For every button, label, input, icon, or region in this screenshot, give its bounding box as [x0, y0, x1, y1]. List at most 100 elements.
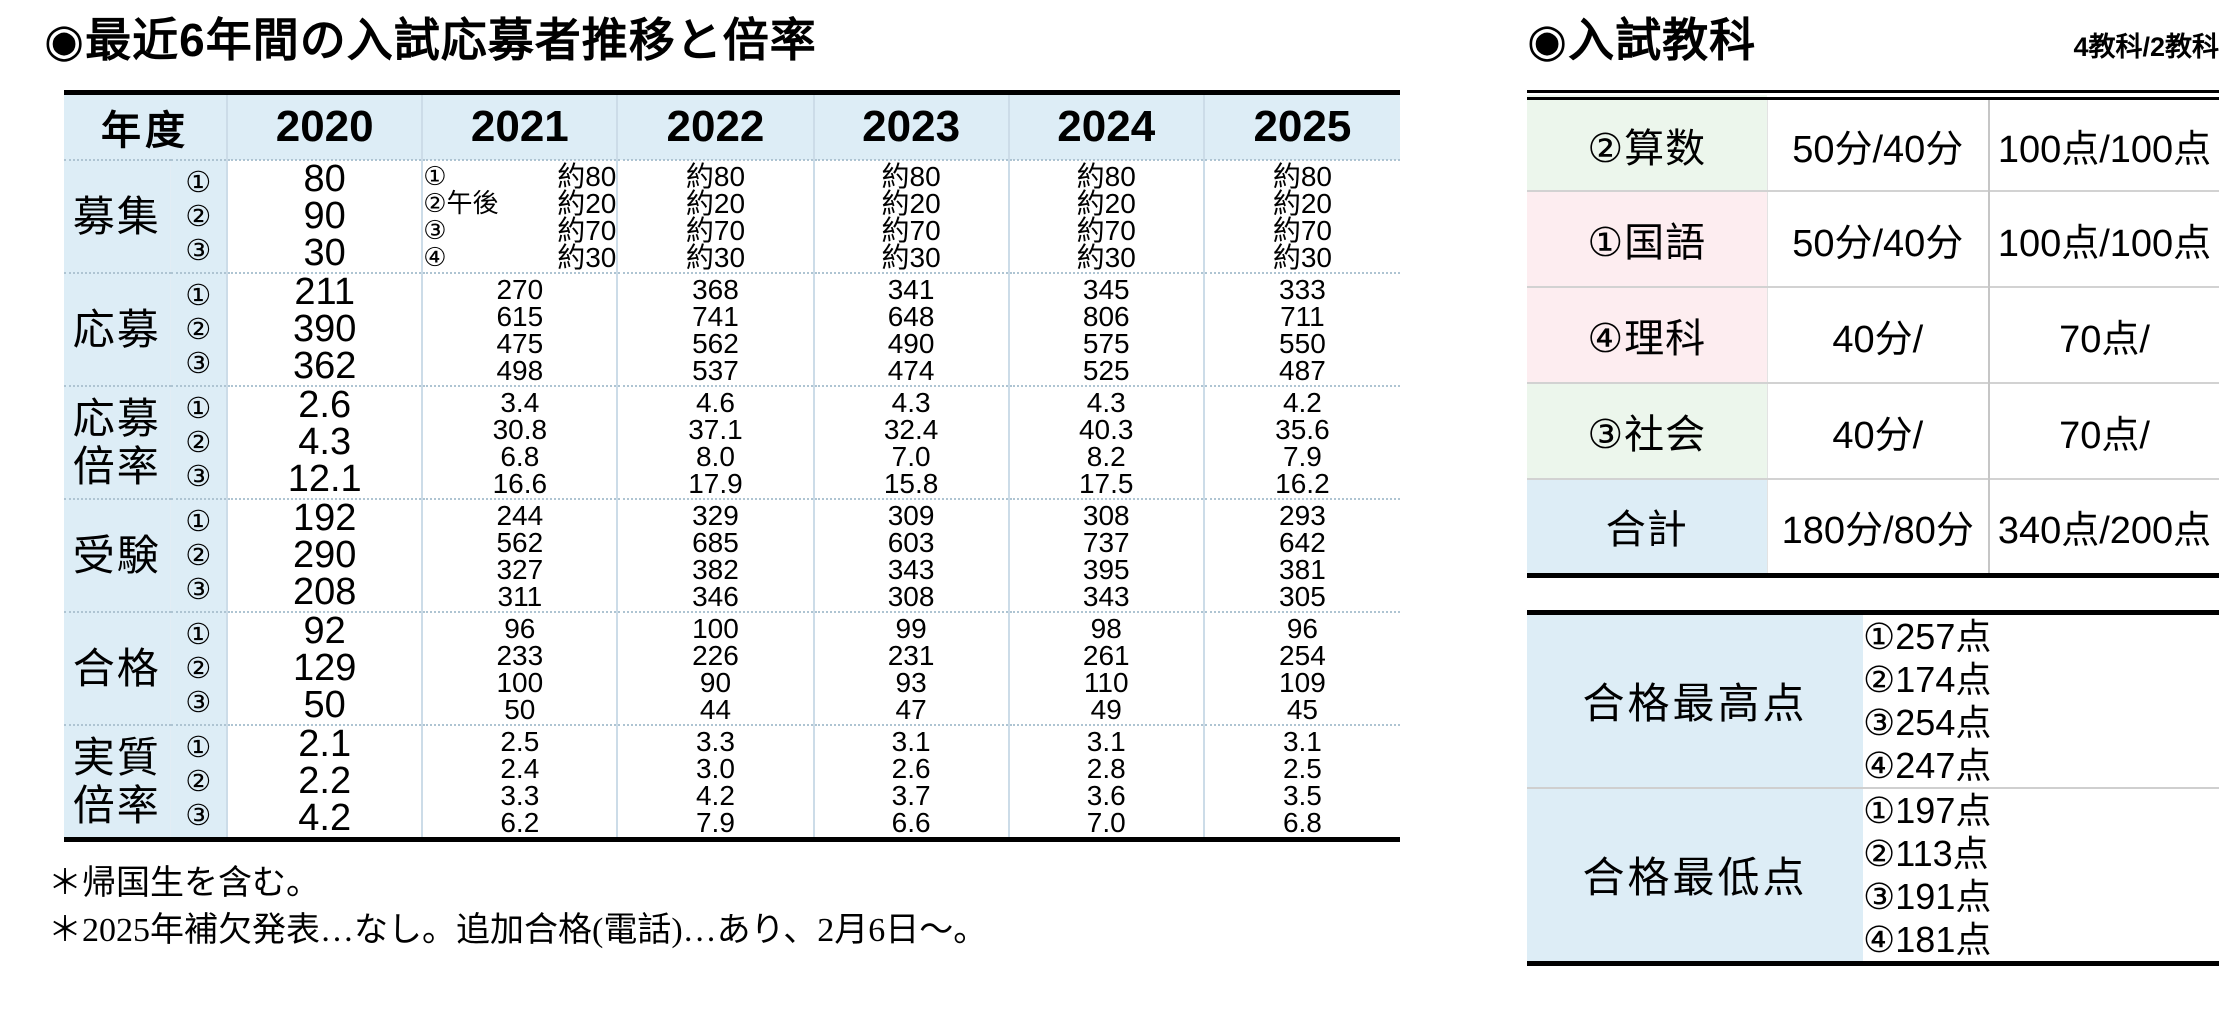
value-line: 562 [692, 327, 739, 359]
value-line: 498 [496, 354, 544, 386]
value-line: 7.0 [1086, 806, 1126, 838]
value-line: 45 [1286, 693, 1318, 725]
value-cell: 192 290 208 [226, 498, 423, 612]
subject-time: 50分/40分 [1766, 190, 1989, 287]
circled-number: ③ [185, 460, 212, 493]
value-line: 約80 [1272, 160, 1332, 192]
subject-time: 50分/40分 [1766, 95, 1989, 191]
subject-points: 70点/ [1988, 382, 2219, 479]
admissions-section: ◉最近6年間の入試応募者推移と倍率 年度 2020 2021 2022 2023 2024… [44, 4, 1404, 954]
value-line: 47 [895, 693, 927, 725]
value-cell: 100 226 90 44 [616, 611, 814, 725]
subject-row: ②算数 50分/40分 100点/100点 [1527, 95, 2219, 191]
value-line: 362 [292, 345, 357, 387]
value-line: 290 [292, 534, 357, 576]
value-cell: 3.4 30.8 6.8 16.6 [421, 385, 618, 499]
value-cell: 293 642 381 305 [1202, 498, 1400, 612]
value-line: 615 [496, 300, 544, 332]
value-line: 341 [887, 273, 935, 305]
admissions-section-title: ◉最近6年間の入試応募者推移と倍率 [44, 14, 817, 66]
value-cell: 80 90 30 [226, 159, 423, 273]
value-line: 6.6 [891, 806, 931, 838]
value-line: 737 [1082, 526, 1130, 558]
score-row: 合格最低点 ①197点 ②113点 ③191点 ④181点 [1527, 786, 2219, 963]
score-value-line: ④247点 [1863, 744, 1992, 786]
value-line: 3.0 [695, 752, 735, 784]
value-line: 4.3 [891, 386, 931, 418]
subject-points: 70点/ [1988, 286, 2219, 383]
value-line: ① 約80 [423, 162, 616, 190]
value-cell: ① 約80 ②午後 約20 ③ 約70 ④ 約30 [421, 159, 618, 273]
value-line: 93 [895, 666, 927, 698]
value-line: 3.5 [1282, 779, 1322, 811]
value-cell: 4.6 37.1 8.0 17.9 [616, 385, 814, 499]
value-line: 約20 [685, 187, 746, 219]
value-line: 475 [496, 327, 544, 359]
value: 約70 [557, 214, 617, 246]
circled-number: ① [185, 618, 212, 651]
value-line: 381 [1279, 553, 1326, 585]
value-line: 96 [504, 612, 536, 644]
value-line: 311 [497, 580, 543, 612]
row-label-line: 応募 [72, 305, 161, 353]
value-line: 3.3 [500, 779, 540, 811]
year-cell: 2020 [226, 92, 423, 160]
score-value-line: ③254点 [1863, 701, 1992, 743]
value-line: 4.2 [298, 797, 352, 839]
value-cell: 333 711 550 487 [1202, 272, 1400, 386]
exam-subjects-section: ◉入試教科 4教科/2教科 ②算数 50分/40分 100点/100点 ①国語 50分/… [1527, 4, 2219, 966]
value-cell: 3.1 2.8 3.6 7.0 [1007, 724, 1204, 840]
value-cell: 341 648 490 474 [812, 272, 1009, 386]
year-cell: 2021 [421, 92, 618, 160]
value-line: 16.6 [492, 467, 548, 499]
table-row: 募集 ① ② ③ 80 90 30 ① 約80 ②午後 約20 ③ 約70 ④ 約30 約80 約20 約70 約3… [64, 159, 1400, 273]
value-line: 約70 [881, 214, 941, 246]
value-cell: 4.3 32.4 7.0 15.8 [812, 385, 1009, 499]
circled-number: ③ [185, 686, 212, 719]
value-line: 4.2 [1282, 386, 1322, 418]
circled-number: ④ [423, 241, 447, 272]
circled-number: ③ [423, 214, 447, 245]
value-cell: 98 261 110 49 [1007, 611, 1204, 725]
value-line: 346 [692, 580, 739, 612]
circled-number: ③ [185, 234, 212, 267]
score-label: 合格最低点 [1527, 786, 1863, 963]
value-line: 2.4 [500, 752, 540, 784]
value-line: 3.4 [500, 386, 540, 418]
circled-number: ② [185, 652, 212, 685]
value-line: 390 [292, 308, 357, 350]
value-line: 92 [303, 610, 346, 652]
value-line: 382 [692, 553, 739, 585]
value-line: 2.6 [298, 384, 352, 426]
value-line: 487 [1279, 354, 1326, 386]
subject-label: ④理科 [1527, 286, 1767, 383]
circled-number: ① [185, 166, 212, 199]
value-line: 8.0 [695, 440, 735, 472]
score-value-line: ③191点 [1863, 875, 1992, 917]
value-cell: 3.1 2.6 3.7 6.6 [812, 724, 1009, 840]
value-cell: 2.5 2.4 3.3 6.2 [421, 724, 618, 840]
value-line: 約30 [685, 241, 746, 273]
value-cell: 308 737 395 343 [1007, 498, 1204, 612]
subject-label: ①国語 [1527, 190, 1767, 287]
value-line: 550 [1279, 327, 1326, 359]
exam-subjects-title: ◉入試教科 [1527, 14, 1757, 66]
value-line: 343 [887, 553, 935, 585]
table-row: 応募 倍率 ① ② ③ 2.6 4.3 12.1 3.4 30.8 6.8 16.6 4.6 37.1 8.… [64, 384, 1400, 499]
value-line: 233 [496, 639, 544, 671]
value-line: 16.2 [1275, 467, 1330, 499]
subject-points: 100点/100点 [1988, 95, 2219, 191]
value-line: 2.1 [298, 723, 352, 765]
value-line: 226 [692, 639, 739, 671]
value-cell: 270 615 475 498 [421, 272, 618, 386]
score-value-line: ①257点 [1863, 615, 1992, 657]
score-label: 合格最高点 [1527, 612, 1863, 788]
score-row: 合格最高点 ①257点 ②174点 ③254点 ④247点 [1527, 612, 2219, 788]
value-line: 4.3 [1086, 386, 1126, 418]
table-row: 受験 ① ② ③ 192 290 208 244 562 327 311 329 685 382 346 30… [64, 498, 1400, 612]
year-cell: 2025 [1202, 92, 1400, 160]
value-cell: 4.3 40.3 8.2 17.5 [1007, 385, 1204, 499]
footnote: ＊2025年補欠発表…なし。追加合格(電話)…あり、2月6日～。 [48, 912, 988, 949]
value-line: 2.5 [500, 725, 540, 757]
